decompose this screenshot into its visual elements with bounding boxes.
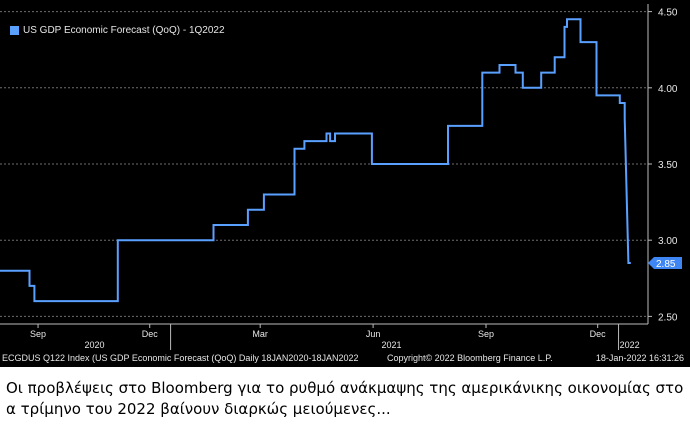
legend-label: US GDP Economic Forecast (QoQ) - 1Q2022 [23, 24, 225, 36]
series-line-gdp-forecast [0, 18, 631, 303]
x-tick-label: Dec [590, 329, 607, 339]
axis-layer: 2.50 3.00 3.50 4.00 4.50 Sep Dec Mar Jun Sep Dec 20… [0, 4, 678, 350]
x-tick-label: Dec [142, 329, 159, 339]
x-tick-label: Sep [30, 329, 46, 339]
chart-frame: 2.50 3.00 3.50 4.00 4.50 Sep Dec Mar Jun Sep Dec 20… [0, 0, 690, 367]
grid-layer [0, 11, 648, 317]
y-tick-label: 3.50 [658, 160, 678, 171]
x-year-label: 2022 [620, 340, 640, 350]
y-tick-label: 4.50 [658, 8, 678, 19]
y-tick-label: 4.00 [658, 84, 678, 95]
footer-index-info: ECGDUS Q122 Index (US GDP Economic Forec… [2, 353, 359, 363]
legend-swatch [10, 25, 19, 35]
x-year-label: 2021 [381, 340, 401, 350]
y-tick-label: 3.00 [658, 236, 678, 247]
label-layer: 2.85 [648, 257, 682, 270]
footer-copyright: Copyright© 2022 Bloomberg Finance L.P. [387, 353, 553, 363]
series-layer [0, 18, 631, 303]
x-tick-label: Jun [366, 329, 381, 339]
chart-svg: 2.50 3.00 3.50 4.00 4.50 Sep Dec Mar Jun Sep Dec 20… [0, 4, 682, 350]
x-tick-label: Mar [252, 329, 268, 339]
last-value-tag [648, 257, 682, 270]
last-value-label: 2.85 [656, 259, 676, 270]
x-year-label: 2020 [84, 340, 104, 350]
y-tick-label: 2.50 [658, 312, 678, 323]
x-tick-label: Sep [478, 329, 494, 339]
chart-footer: ECGDUS Q122 Index (US GDP Economic Forec… [0, 352, 690, 367]
footer-timestamp: 18-Jan-2022 16:31:26 [595, 353, 684, 363]
legend: US GDP Economic Forecast (QoQ) - 1Q2022 [6, 22, 229, 38]
caption-text: Οι προβλέψεις στο Bloomberg για το ρυθμό… [6, 379, 684, 418]
